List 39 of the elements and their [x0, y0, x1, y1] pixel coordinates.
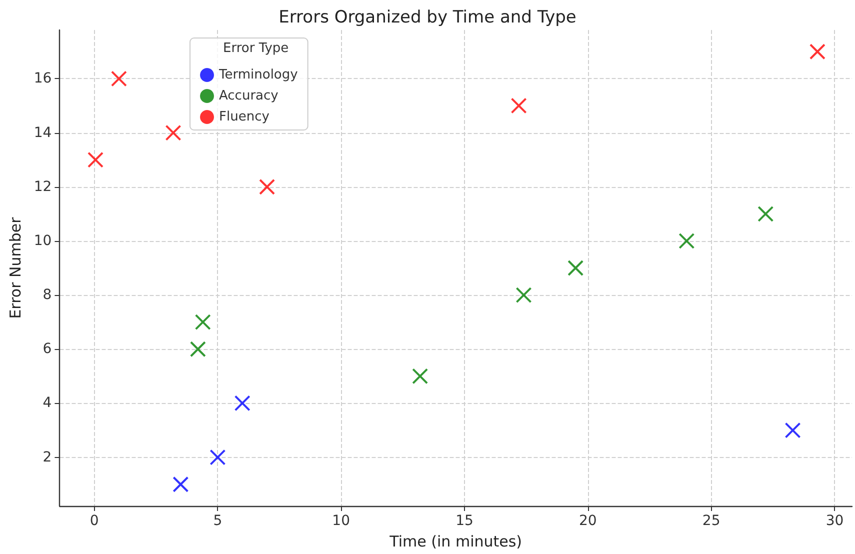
- y-tick-label: 2: [42, 449, 52, 466]
- y-tick-label: 14: [34, 124, 52, 141]
- x-tick-label: 25: [702, 513, 720, 529]
- point: [110, 70, 127, 87]
- x-tick-label: 30: [826, 513, 844, 529]
- y-tick-label: 8: [42, 287, 52, 304]
- y-tick-label: 12: [34, 178, 52, 195]
- legend-label: Fluency: [219, 110, 270, 124]
- x-tick-label: 20: [578, 513, 597, 529]
- point: [165, 124, 182, 141]
- point: [88, 152, 104, 168]
- y-tick-label: 6: [42, 341, 52, 358]
- y-axis-title: Error Number: [6, 216, 24, 319]
- point: [259, 178, 276, 195]
- y-tick-label: 4: [42, 395, 52, 412]
- point: [809, 44, 826, 60]
- x-tick-label: 15: [456, 513, 474, 529]
- point: [758, 206, 774, 222]
- point: [210, 449, 226, 466]
- point: [568, 260, 584, 276]
- point: [190, 341, 206, 358]
- x-axis-title: Time (in minutes): [388, 532, 522, 550]
- x-tick-label: 5: [213, 513, 222, 529]
- point: [234, 395, 250, 412]
- legend-title: Error Type: [223, 41, 289, 56]
- y-tick-label: 16: [34, 70, 52, 87]
- point: [784, 422, 801, 438]
- legend-label: Accuracy: [219, 88, 279, 104]
- point: [194, 314, 211, 330]
- point: [678, 232, 695, 249]
- point: [172, 476, 189, 492]
- legend-label: Terminology: [218, 68, 298, 82]
- chart-title: Errors Organized by Time and Type: [278, 8, 576, 28]
- y-tick-label: 10: [34, 232, 52, 249]
- point: [412, 368, 428, 384]
- point: [510, 98, 527, 114]
- point: [516, 287, 532, 304]
- x-tick-label: 0: [90, 513, 99, 529]
- x-tick-label: 10: [332, 513, 350, 529]
